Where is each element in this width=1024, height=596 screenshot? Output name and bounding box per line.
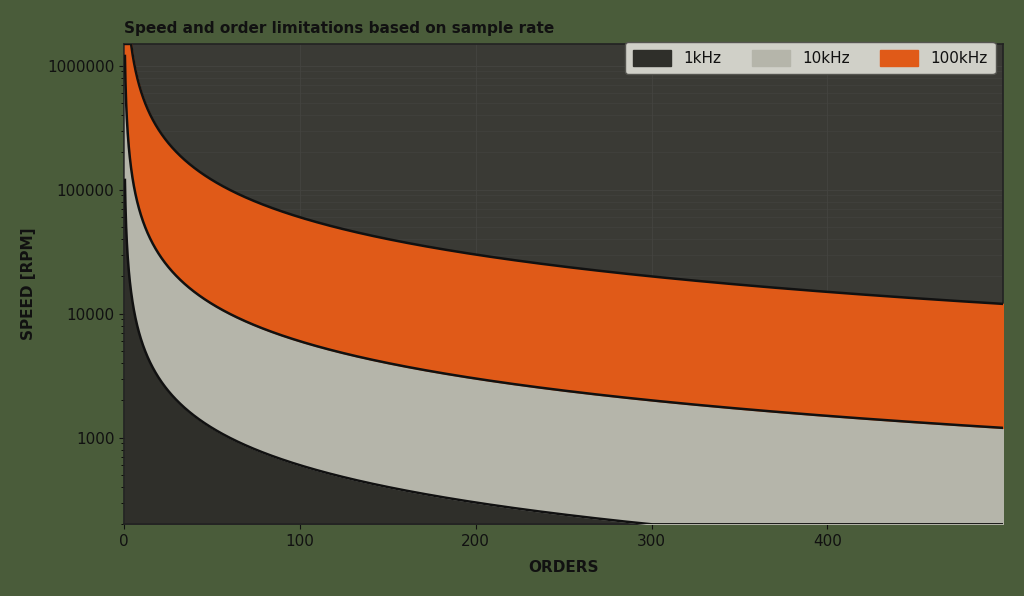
Text: Speed and order limitations based on sample rate: Speed and order limitations based on sam… bbox=[124, 21, 554, 36]
Legend: 1kHz, 10kHz, 100kHz: 1kHz, 10kHz, 100kHz bbox=[625, 42, 995, 74]
Y-axis label: SPEED [RPM]: SPEED [RPM] bbox=[20, 228, 36, 340]
X-axis label: ORDERS: ORDERS bbox=[528, 560, 599, 575]
